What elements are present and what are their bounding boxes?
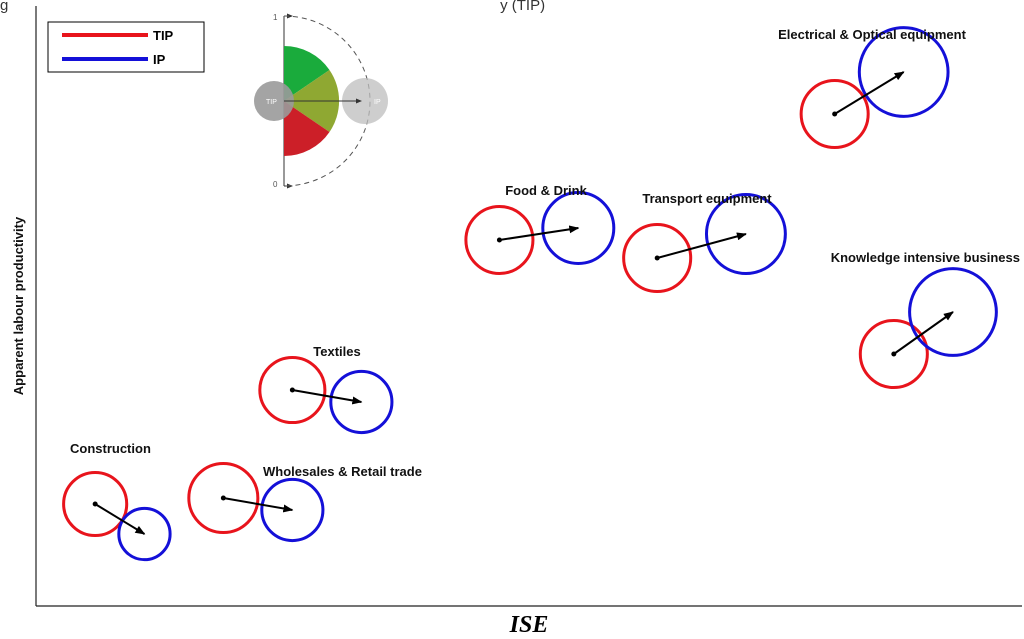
ip-circle bbox=[908, 267, 998, 357]
tip-circle bbox=[464, 204, 535, 276]
tip-circle bbox=[258, 355, 327, 425]
header-fragment: g y (TIP) bbox=[0, 0, 545, 14]
sector-knowledge-intensive-business: Knowledge intensive business bbox=[831, 250, 1020, 390]
ip-circle bbox=[704, 193, 787, 275]
inset-tip-circle bbox=[254, 81, 294, 121]
ip-circle bbox=[329, 369, 394, 435]
inset-ip-label: IP bbox=[374, 99, 381, 106]
tip-circle bbox=[187, 461, 260, 535]
ip-circle bbox=[117, 506, 172, 562]
sector-textiles: Textiles bbox=[258, 344, 394, 435]
sector-label: Transport equipment bbox=[642, 191, 772, 206]
shift-arrow bbox=[893, 311, 954, 355]
inset-tick-top: 1 bbox=[273, 13, 278, 22]
ip-circle bbox=[541, 191, 616, 265]
ip-circle bbox=[857, 26, 950, 118]
tip-circle bbox=[622, 222, 693, 294]
sector-electrical-optical-equipment: Electrical & Optical equipment bbox=[778, 26, 967, 150]
shift-arrow bbox=[499, 225, 580, 241]
sector-wholesales-retail-trade: Wholesales & Retail trade bbox=[187, 461, 422, 543]
legend: TIP IP bbox=[47, 21, 205, 73]
tip-circle bbox=[799, 78, 870, 150]
sector-label: Knowledge intensive business bbox=[831, 250, 1020, 265]
shift-arrow bbox=[656, 232, 747, 259]
sector-label: Textiles bbox=[313, 344, 360, 359]
sector-label: Food & Drink bbox=[505, 183, 587, 198]
legend-label-tip: TIP bbox=[153, 28, 174, 43]
inset-ip-circle bbox=[342, 78, 388, 124]
sector-label: Construction bbox=[70, 441, 151, 456]
inset-sector-top bbox=[284, 45, 330, 101]
inset-tick-bottom: 0 bbox=[273, 180, 278, 189]
sectors-layer: Construction Wholesales & Retail trade Tex… bbox=[62, 26, 1020, 562]
inset-dashed-arc bbox=[283, 15, 371, 187]
inset-tip-label: TIP bbox=[266, 99, 277, 106]
shift-arrow bbox=[834, 71, 905, 115]
shift-arrow bbox=[94, 503, 146, 535]
inset-key: 1 0 TIP IP bbox=[254, 13, 388, 189]
sector-transport-equipment: Transport equipment bbox=[622, 191, 787, 294]
y-axis-label: Apparent labour productivity bbox=[11, 216, 26, 395]
ip-circle bbox=[260, 477, 325, 543]
legend-box bbox=[47, 21, 205, 73]
sector-label: Electrical & Optical equipment bbox=[778, 27, 966, 42]
sector-construction: Construction bbox=[62, 441, 172, 562]
x-axis-label: ISE bbox=[509, 612, 549, 638]
sector-label: Wholesales & Retail trade bbox=[263, 464, 422, 479]
shift-arrow bbox=[223, 497, 294, 513]
shift-arrow bbox=[292, 389, 363, 405]
legend-label-ip: IP bbox=[153, 52, 166, 67]
tip-circle bbox=[62, 470, 129, 538]
sector-food-drink: Food & Drink bbox=[464, 183, 616, 276]
inset-sector-bottom bbox=[284, 101, 330, 157]
tip-circle bbox=[858, 318, 929, 390]
